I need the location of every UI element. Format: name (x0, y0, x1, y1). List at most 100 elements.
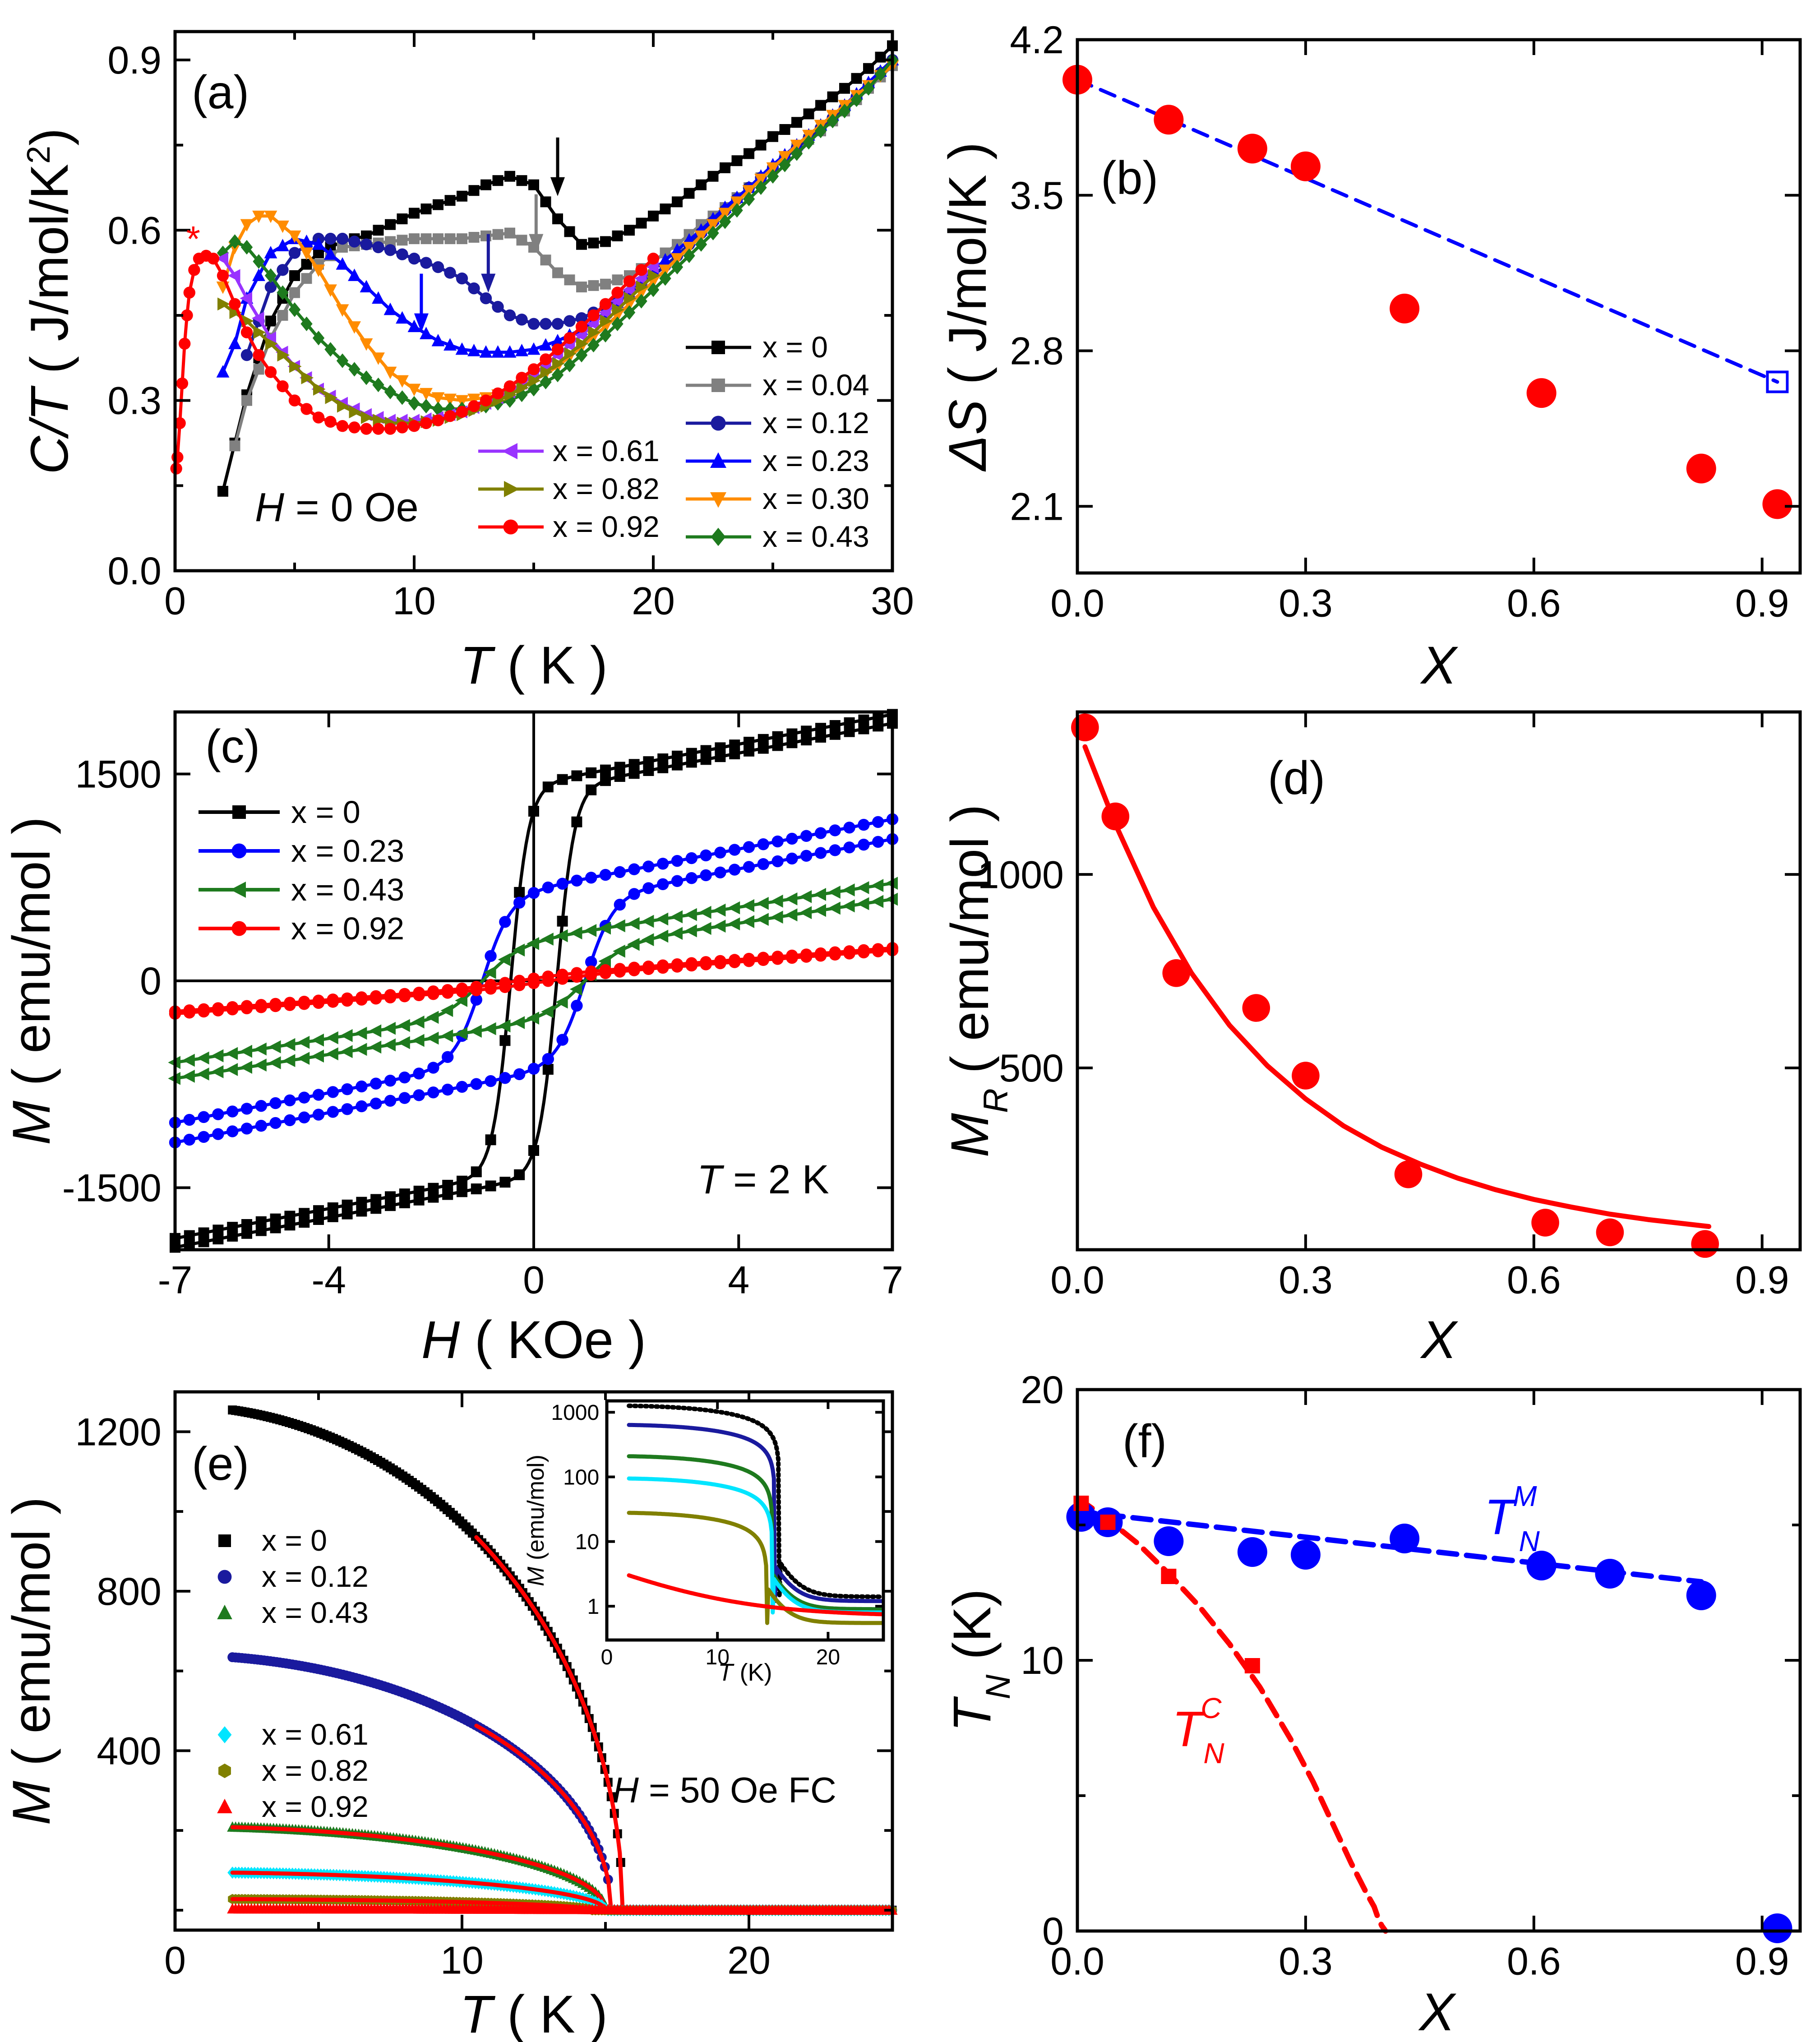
data-point (240, 291, 252, 305)
data-point (504, 309, 516, 322)
data-point (226, 1001, 239, 1013)
data-point (327, 1106, 339, 1118)
data-point (624, 225, 635, 236)
fit-curve (474, 1723, 614, 1913)
data-point (718, 208, 732, 221)
series-x023 (169, 813, 899, 1149)
data-point (456, 1081, 468, 1093)
data-point (226, 1125, 239, 1137)
data-point (470, 1078, 483, 1090)
panel-label: (a) (192, 66, 249, 119)
data-point (253, 254, 265, 269)
data-point (814, 847, 827, 859)
data-point (641, 915, 654, 928)
data-point (670, 243, 684, 256)
panel-b: 0.0 0.3 0.6 0.9 2.1 2.8 3.5 4.2 (b) X ΔS ( J/mol/K… (938, 18, 1802, 695)
data-point (540, 318, 552, 330)
data-point (348, 362, 360, 377)
TC-data-point (1244, 1658, 1260, 1673)
data-point (356, 991, 368, 1003)
data-point (297, 1052, 310, 1065)
data-point (457, 1175, 467, 1187)
data-point (311, 1049, 324, 1063)
data-point (527, 1012, 539, 1025)
data-point (443, 338, 457, 351)
c-xtick-label: 7 (882, 1258, 903, 1302)
data-point (484, 1022, 496, 1035)
data-point (598, 955, 611, 968)
x-axis-label: X (1420, 636, 1459, 695)
data-point (485, 950, 497, 962)
data-point (707, 171, 719, 182)
data-point (288, 247, 301, 259)
f-xtick-label: 0.0 (1050, 1940, 1104, 1983)
data-point (312, 411, 325, 424)
data-point (289, 360, 302, 373)
data-point (564, 357, 576, 373)
data-point (455, 1027, 467, 1040)
data-point (657, 878, 669, 891)
data-point (399, 1188, 410, 1200)
data-point (373, 225, 384, 236)
data-point (611, 316, 624, 332)
y-axis-sub: R (977, 1088, 1015, 1113)
data-point (729, 864, 741, 876)
data-point (480, 394, 492, 407)
data-point (444, 267, 456, 279)
data-point (516, 381, 529, 394)
data-point (512, 943, 525, 957)
data-point (269, 1117, 282, 1129)
data-point (384, 423, 397, 435)
data-point (240, 219, 254, 232)
data-point (714, 866, 726, 878)
data-point (872, 836, 884, 848)
data-point (408, 252, 420, 265)
legend-label: x = 0.82 (553, 472, 660, 505)
data-point (254, 1042, 267, 1056)
data-point (282, 1038, 296, 1051)
data-point (598, 921, 611, 935)
data-point (324, 342, 337, 357)
data-point (791, 117, 802, 128)
legend-entry: x = 0.43 (199, 872, 404, 907)
legend-marker (711, 341, 725, 354)
data-point (251, 311, 264, 325)
data-point (571, 874, 583, 887)
c-ytick-label: -1500 (62, 1167, 162, 1210)
data-point (513, 975, 526, 987)
data-point (785, 908, 798, 922)
data-point (225, 1047, 238, 1060)
d-ytick-label: 1000 (978, 853, 1064, 896)
data-point (183, 1004, 195, 1016)
data-point (420, 327, 433, 339)
data-point (730, 196, 744, 209)
data-point (829, 824, 841, 836)
data-point (628, 759, 640, 770)
data-point (586, 767, 597, 778)
data-point (588, 280, 599, 291)
label-TNM-base: T (1484, 1489, 1518, 1545)
data-point (457, 190, 467, 202)
data-point (485, 1134, 496, 1146)
data-point (420, 399, 432, 414)
data-point (385, 1191, 396, 1202)
data-point (871, 895, 884, 908)
data-point (327, 1202, 338, 1214)
data-point (569, 926, 582, 940)
data-point (556, 1034, 568, 1046)
data-point (240, 1123, 253, 1135)
data-point (642, 860, 655, 873)
inset-y-unit: (emu/mol) (523, 1455, 549, 1566)
data-point (468, 400, 480, 412)
data-point (1526, 378, 1557, 408)
data-point (413, 1089, 425, 1101)
data-point (300, 234, 313, 247)
data-point (571, 967, 583, 979)
data-point (348, 268, 361, 281)
data-point (455, 342, 469, 355)
data-point (542, 1053, 554, 1065)
TC-data-point (1161, 1569, 1177, 1584)
data-point (313, 383, 326, 396)
legend-label: x = 0.43 (291, 872, 404, 907)
data-point (369, 1040, 382, 1054)
